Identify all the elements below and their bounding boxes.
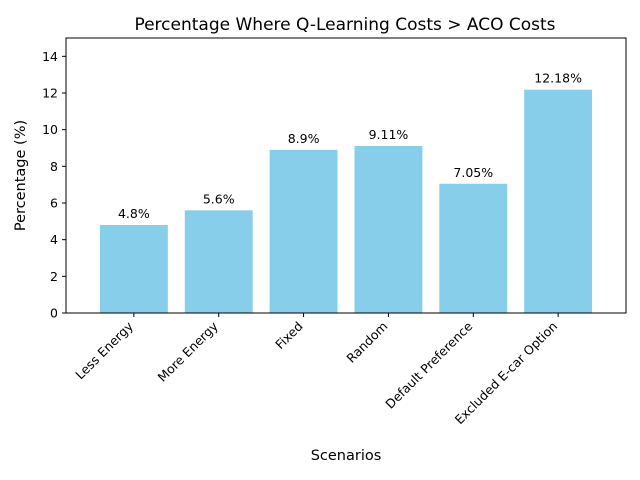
bar-4 bbox=[439, 183, 508, 313]
bar-2 bbox=[269, 149, 338, 313]
y-tick-label-1: 2 bbox=[50, 269, 58, 284]
x-tick-label-4: Default Preference bbox=[382, 318, 475, 411]
chart-title: Percentage Where Q-Learning Costs > ACO … bbox=[134, 15, 555, 35]
y-tick-label-7: 14 bbox=[42, 49, 58, 64]
bar-1 bbox=[184, 210, 253, 313]
data-label-0: 4.8% bbox=[118, 206, 150, 221]
data-label-4: 7.05% bbox=[453, 165, 493, 180]
plot-frame bbox=[65, 37, 627, 314]
y-axis: 0 2 4 6 8 10 12 14 bbox=[42, 49, 66, 321]
data-label-2: 8.9% bbox=[288, 131, 320, 146]
data-label-3: 9.11% bbox=[369, 127, 409, 142]
data-label-1: 5.6% bbox=[203, 191, 235, 206]
x-axis: Less Energy More Energy Fixed RandomDefault… bbox=[72, 313, 560, 427]
bar-5 bbox=[524, 89, 593, 313]
bar-3 bbox=[354, 145, 423, 313]
x-axis-label: Scenarios bbox=[311, 448, 382, 464]
y-tick-label-6: 12 bbox=[42, 86, 58, 101]
data-label-5: 12.18% bbox=[534, 71, 582, 86]
x-tick-label-2: Fixed bbox=[272, 319, 306, 353]
bars-group bbox=[99, 89, 593, 313]
y-tick-label-5: 10 bbox=[42, 122, 58, 137]
y-axis-label: Percentage (%) bbox=[13, 120, 29, 231]
y-tick-label-3: 6 bbox=[50, 196, 58, 211]
y-tick-label-2: 4 bbox=[50, 232, 58, 247]
y-tick-label-0: 0 bbox=[50, 306, 58, 321]
bar-0 bbox=[99, 225, 168, 313]
x-tick-label-1: More Energy bbox=[155, 318, 222, 385]
x-tick-label-3: Random bbox=[343, 319, 390, 366]
y-tick-label-4: 8 bbox=[50, 159, 58, 174]
x-tick-label-0: Less Energy bbox=[72, 318, 136, 382]
data-labels-group: 4.8% 5.6% 8.9% 9.11% 7.05% 12.18% bbox=[118, 71, 582, 221]
